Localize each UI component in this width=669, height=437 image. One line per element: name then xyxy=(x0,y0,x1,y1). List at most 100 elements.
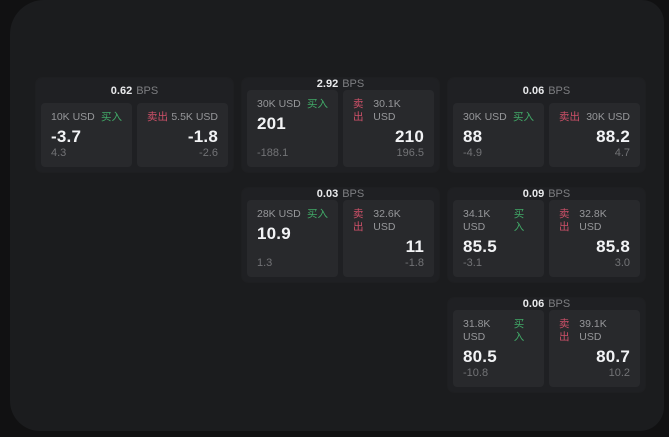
sell-change: 196.5 xyxy=(396,147,424,159)
card-body: 28K USD 买入 10.9 1.3 卖出 32.6K USD 11 -1.8 xyxy=(242,200,439,282)
buy-label: 买入 xyxy=(513,111,534,123)
bps-value: 0.03 xyxy=(316,188,339,200)
sell-label: 卖出 xyxy=(353,208,364,233)
card-body: 30K USD 买入 88 -4.9 卖出 30K USD 88.2 4.7 xyxy=(448,103,645,172)
buy-panel-header: 10K USD 买入 xyxy=(51,111,122,124)
bps-value: 0.09 xyxy=(522,188,545,200)
card-header: 0.06 BPS xyxy=(448,78,645,103)
sell-panel[interactable]: 卖出 30K USD 88.2 4.7 xyxy=(549,103,640,167)
price-card-grid: 0.62 BPS 10K USD 买入 -3.7 4.3 卖出 5.5K USD… xyxy=(36,78,645,392)
buy-label: 买入 xyxy=(513,208,525,233)
sell-panel-header: 卖出 30K USD xyxy=(559,111,630,124)
sell-change: 10.2 xyxy=(608,367,630,379)
sell-panel-header: 卖出 39.1K USD xyxy=(559,318,630,344)
sell-amount: 30.1K USD xyxy=(373,98,401,123)
sell-price: 88.2 xyxy=(596,127,630,146)
card-header: 0.06 BPS xyxy=(448,298,645,310)
card-header: 2.92 BPS xyxy=(242,78,439,90)
sell-panel-header: 卖出 32.6K USD xyxy=(353,208,424,234)
sell-label: 卖出 xyxy=(147,111,168,123)
buy-amount: 34.1K USD xyxy=(463,208,491,233)
buy-price: -3.7 xyxy=(51,127,82,146)
price-card: 0.03 BPS 28K USD 买入 10.9 1.3 卖出 32.6K US… xyxy=(242,188,439,282)
price-card: 0.09 BPS 34.1K USD 买入 85.5 -3.1 卖出 32.8K… xyxy=(448,188,645,282)
sell-price: 85.8 xyxy=(596,237,630,256)
sell-change: -2.6 xyxy=(199,147,218,159)
price-card: 0.62 BPS 10K USD 买入 -3.7 4.3 卖出 5.5K USD… xyxy=(36,78,233,172)
sell-price: 11 xyxy=(405,237,424,256)
sell-amount: 32.8K USD xyxy=(579,208,607,233)
buy-panel[interactable]: 34.1K USD 买入 85.5 -3.1 xyxy=(453,200,544,277)
buy-change: 1.3 xyxy=(257,257,273,269)
bps-value: 0.62 xyxy=(110,84,133,97)
sell-label: 卖出 xyxy=(559,111,580,123)
bps-unit-label: BPS xyxy=(136,84,159,97)
sell-amount: 39.1K USD xyxy=(579,318,607,343)
buy-change: -188.1 xyxy=(257,147,289,159)
buy-amount: 28K USD xyxy=(257,208,301,220)
sell-change: 4.7 xyxy=(614,147,630,159)
buy-amount: 31.8K USD xyxy=(463,318,491,343)
buy-amount: 30K USD xyxy=(257,98,301,110)
sell-amount: 5.5K USD xyxy=(171,111,218,123)
bps-unit-label: BPS xyxy=(548,84,571,97)
card-header: 0.62 BPS xyxy=(36,78,233,103)
buy-panel-header: 28K USD 买入 xyxy=(257,208,328,221)
buy-price: 88 xyxy=(463,127,483,146)
sell-panel-header: 卖出 30.1K USD xyxy=(353,98,424,124)
bps-value: 0.06 xyxy=(522,298,545,310)
buy-price: 201 xyxy=(257,114,286,133)
card-body: 30K USD 买入 201 -188.1 卖出 30.1K USD 210 1… xyxy=(242,90,439,172)
card-body: 34.1K USD 买入 85.5 -3.1 卖出 32.8K USD 85.8… xyxy=(448,200,645,282)
buy-label: 买入 xyxy=(513,318,525,343)
sell-amount: 32.6K USD xyxy=(373,208,401,233)
card-header: 0.03 BPS xyxy=(242,188,439,200)
sell-panel[interactable]: 卖出 32.6K USD 11 -1.8 xyxy=(343,200,434,277)
sell-change: 3.0 xyxy=(614,257,630,269)
buy-price: 85.5 xyxy=(463,237,497,256)
sell-price: 80.7 xyxy=(596,347,630,366)
bps-unit-label: BPS xyxy=(342,78,365,90)
sell-price: -1.8 xyxy=(187,127,218,146)
buy-panel-header: 30K USD 买入 xyxy=(257,98,328,111)
buy-change: -4.9 xyxy=(463,147,482,159)
sell-label: 卖出 xyxy=(559,208,570,233)
buy-panel-header: 34.1K USD 买入 xyxy=(463,208,534,234)
buy-panel[interactable]: 31.8K USD 买入 80.5 -10.8 xyxy=(453,310,544,387)
price-card: 2.92 BPS 30K USD 买入 201 -188.1 卖出 30.1K … xyxy=(242,78,439,172)
buy-panel[interactable]: 30K USD 买入 201 -188.1 xyxy=(247,90,338,167)
card-body: 10K USD 买入 -3.7 4.3 卖出 5.5K USD -1.8 -2.… xyxy=(36,103,233,172)
buy-panel[interactable]: 10K USD 买入 -3.7 4.3 xyxy=(41,103,132,167)
bps-unit-label: BPS xyxy=(548,298,571,310)
sell-panel[interactable]: 卖出 5.5K USD -1.8 -2.6 xyxy=(137,103,228,167)
bps-value: 0.06 xyxy=(522,84,545,97)
buy-change: 4.3 xyxy=(51,147,67,159)
price-card: 0.06 BPS 30K USD 买入 88 -4.9 卖出 30K USD 8… xyxy=(448,78,645,172)
sell-panel[interactable]: 卖出 39.1K USD 80.7 10.2 xyxy=(549,310,640,387)
buy-label: 买入 xyxy=(101,111,122,123)
buy-price: 80.5 xyxy=(463,347,497,366)
sell-price: 210 xyxy=(395,127,424,146)
bps-unit-label: BPS xyxy=(342,188,365,200)
sell-amount: 30K USD xyxy=(586,111,630,123)
price-card: 0.06 BPS 31.8K USD 买入 80.5 -10.8 卖出 39.1… xyxy=(448,298,645,392)
buy-amount: 10K USD xyxy=(51,111,95,123)
buy-panel[interactable]: 30K USD 买入 88 -4.9 xyxy=(453,103,544,167)
buy-price: 10.9 xyxy=(257,224,291,243)
buy-label: 买入 xyxy=(307,98,328,110)
bps-value: 2.92 xyxy=(316,78,339,90)
card-body: 31.8K USD 买入 80.5 -10.8 卖出 39.1K USD 80.… xyxy=(448,310,645,392)
buy-panel[interactable]: 28K USD 买入 10.9 1.3 xyxy=(247,200,338,277)
sell-change: -1.8 xyxy=(405,257,424,269)
sell-panel-header: 卖出 32.8K USD xyxy=(559,208,630,234)
buy-change: -10.8 xyxy=(463,367,489,379)
sell-panel[interactable]: 卖出 32.8K USD 85.8 3.0 xyxy=(549,200,640,277)
sell-panel[interactable]: 卖出 30.1K USD 210 196.5 xyxy=(343,90,434,167)
sell-label: 卖出 xyxy=(353,98,364,123)
buy-amount: 30K USD xyxy=(463,111,507,123)
buy-label: 买入 xyxy=(307,208,328,220)
buy-change: -3.1 xyxy=(463,257,482,269)
bps-unit-label: BPS xyxy=(548,188,571,200)
buy-panel-header: 31.8K USD 买入 xyxy=(463,318,534,344)
sell-label: 卖出 xyxy=(559,318,570,343)
